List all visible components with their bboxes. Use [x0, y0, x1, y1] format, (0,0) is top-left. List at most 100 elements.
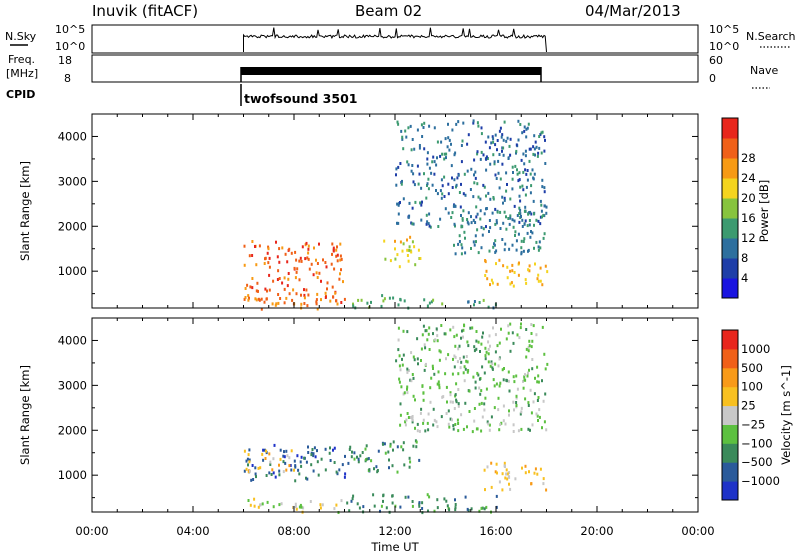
power-cell [495, 249, 498, 253]
velocity-cell [453, 335, 456, 339]
power-cell [460, 243, 463, 247]
power-cell [473, 303, 475, 307]
velocity-cell [270, 473, 273, 476]
power-cell [401, 137, 404, 141]
power-cell [515, 149, 518, 153]
power-cell [518, 206, 521, 210]
velocity-cell [525, 347, 528, 351]
velocity-cell [541, 426, 543, 430]
power-cell [418, 146, 421, 150]
velocity-cell [500, 421, 503, 425]
noise-left-label: N.Sky [5, 30, 37, 43]
power-cell [534, 153, 536, 157]
power-cell [503, 120, 506, 124]
power-cell [527, 122, 530, 126]
velocity-cell [404, 423, 407, 427]
power-cell [316, 292, 319, 296]
velocity-cell [324, 468, 327, 472]
velocity-cell [249, 503, 252, 507]
power-cell [399, 297, 402, 301]
power-cell [534, 140, 537, 144]
velocity-cell [404, 495, 407, 499]
velocity-cell [426, 421, 429, 425]
power-cell [444, 207, 447, 211]
power-cell [366, 301, 369, 305]
velocity-cell [517, 429, 520, 433]
velocity-cell [373, 504, 376, 508]
velocity-cell [407, 369, 410, 372]
velocity-cell [379, 509, 381, 513]
power-cell [489, 283, 491, 287]
power-cell [492, 245, 495, 249]
velocity-cell [418, 501, 421, 505]
power-cell [479, 217, 482, 221]
power-cell [441, 302, 444, 306]
power-cell [271, 302, 274, 306]
velocity-cell [483, 507, 486, 511]
velocity-cell [536, 380, 539, 384]
velocity-cell [335, 503, 338, 507]
power-cell [539, 199, 542, 203]
power-cell [445, 156, 447, 160]
velocity-cell [452, 427, 455, 431]
power-cell [537, 219, 540, 223]
velocity-cell [484, 354, 487, 358]
velocity-cell [518, 336, 521, 340]
velocity-cell [418, 458, 421, 462]
power-cell [535, 145, 538, 149]
power-cell [543, 190, 546, 194]
power-cell [400, 129, 403, 133]
power-cell [455, 183, 458, 187]
power-cell [508, 222, 511, 226]
velocity-cell [515, 404, 518, 407]
power-cell [479, 157, 482, 161]
velocity-cell [257, 505, 260, 509]
power-cell [283, 301, 286, 305]
power-cell [533, 223, 535, 227]
power-cell [338, 277, 341, 281]
velocity-cell [508, 409, 510, 413]
power-cell [502, 153, 505, 157]
power-cell [287, 272, 290, 275]
power-cell [508, 144, 511, 148]
velocity-cell [433, 509, 436, 513]
velocity-cell [502, 419, 505, 423]
velocity-cell [411, 373, 414, 376]
power-cell [537, 273, 540, 277]
velocity-ytick-label: 1000 [58, 468, 87, 482]
velocity-cell [511, 331, 514, 335]
power-cell [521, 184, 524, 188]
power-cell [334, 291, 337, 295]
velocity-cell [494, 470, 497, 474]
velocity-cell [479, 350, 481, 353]
velocity-cell [344, 472, 347, 476]
velocity-cell [248, 448, 251, 452]
velocity-cell [532, 324, 535, 328]
velocity-cell [332, 448, 334, 452]
velocity-cell [520, 410, 523, 414]
velocity-cell [333, 446, 336, 450]
power-cell [485, 168, 488, 172]
power-cell [475, 215, 478, 219]
velocity-cell [280, 502, 283, 506]
power-cell [451, 128, 454, 132]
velocity-cell [288, 464, 291, 468]
power-cell [466, 220, 469, 224]
power-cell [529, 147, 532, 151]
velocity-cell [272, 505, 275, 509]
power-cell [257, 289, 259, 293]
power-cell [463, 230, 466, 234]
velocity-cell [391, 501, 394, 505]
power-cell [542, 236, 545, 240]
power-cell [397, 221, 400, 225]
power-cell [426, 182, 429, 186]
power-cell [336, 245, 338, 249]
velocity-cell [435, 327, 438, 331]
velocity-cell [494, 362, 497, 366]
power-cell [479, 197, 482, 201]
velocity-cell [399, 413, 402, 417]
power-cell [517, 273, 520, 277]
power-cell [343, 297, 346, 301]
velocity-cell [344, 454, 346, 458]
velocity-cell [408, 465, 411, 469]
